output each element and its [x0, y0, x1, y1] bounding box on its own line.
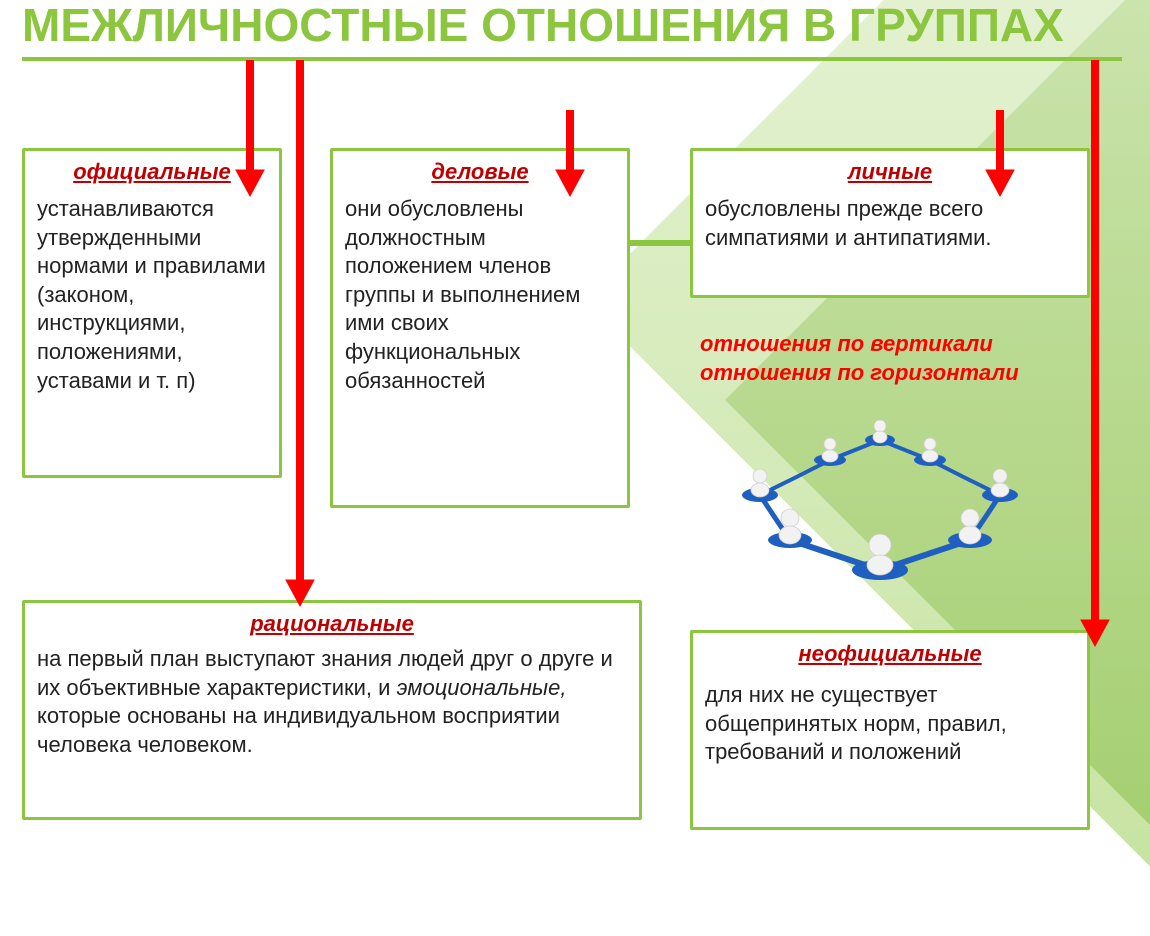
body-unofficial: для них не существует общепринятых норм,…: [705, 681, 1075, 767]
arrow-long-rational: [280, 60, 320, 610]
body-business: они обусловлены должностным положением ч…: [345, 195, 615, 395]
box-unofficial: неофициальные для них не существует обще…: [690, 630, 1090, 830]
rational-part-2: которые основаны на индивидуальном воспр…: [37, 703, 560, 757]
red-text-line-2: отношения по горизонтали: [700, 359, 1019, 388]
rational-part-1: эмоциональные,: [397, 675, 567, 700]
box-rational: рациональные на первый план выступают зн…: [22, 600, 642, 820]
arrow-down-official: [230, 60, 270, 200]
arrow-long-unofficial: [1075, 60, 1115, 650]
connector-business-personal: [628, 240, 692, 246]
red-text-line-1: отношения по вертикали: [700, 330, 1019, 359]
heading-unofficial: неофициальные: [705, 641, 1075, 667]
network-illustration-icon: [730, 400, 1030, 600]
arrow-down-personal: [980, 110, 1020, 200]
heading-rational: рациональные: [37, 611, 627, 637]
box-business: деловые они обусловлены должностным поло…: [330, 148, 630, 508]
body-personal: обусловлены прежде всего симпатиями и ан…: [705, 195, 1075, 252]
body-rational: на первый план выступают знания людей др…: [37, 645, 627, 759]
body-official: устанавливаются утвержденными нормами и …: [37, 195, 267, 395]
slide-title: МЕЖЛИЧНОСТНЫЕ ОТНОШЕНИЯ В ГРУППАХ: [22, 0, 1122, 61]
box-personal: личные обусловлены прежде всего симпатия…: [690, 148, 1090, 298]
red-text-relations: отношения по вертикали отношения по гори…: [700, 330, 1019, 387]
arrow-down-business: [550, 110, 590, 200]
